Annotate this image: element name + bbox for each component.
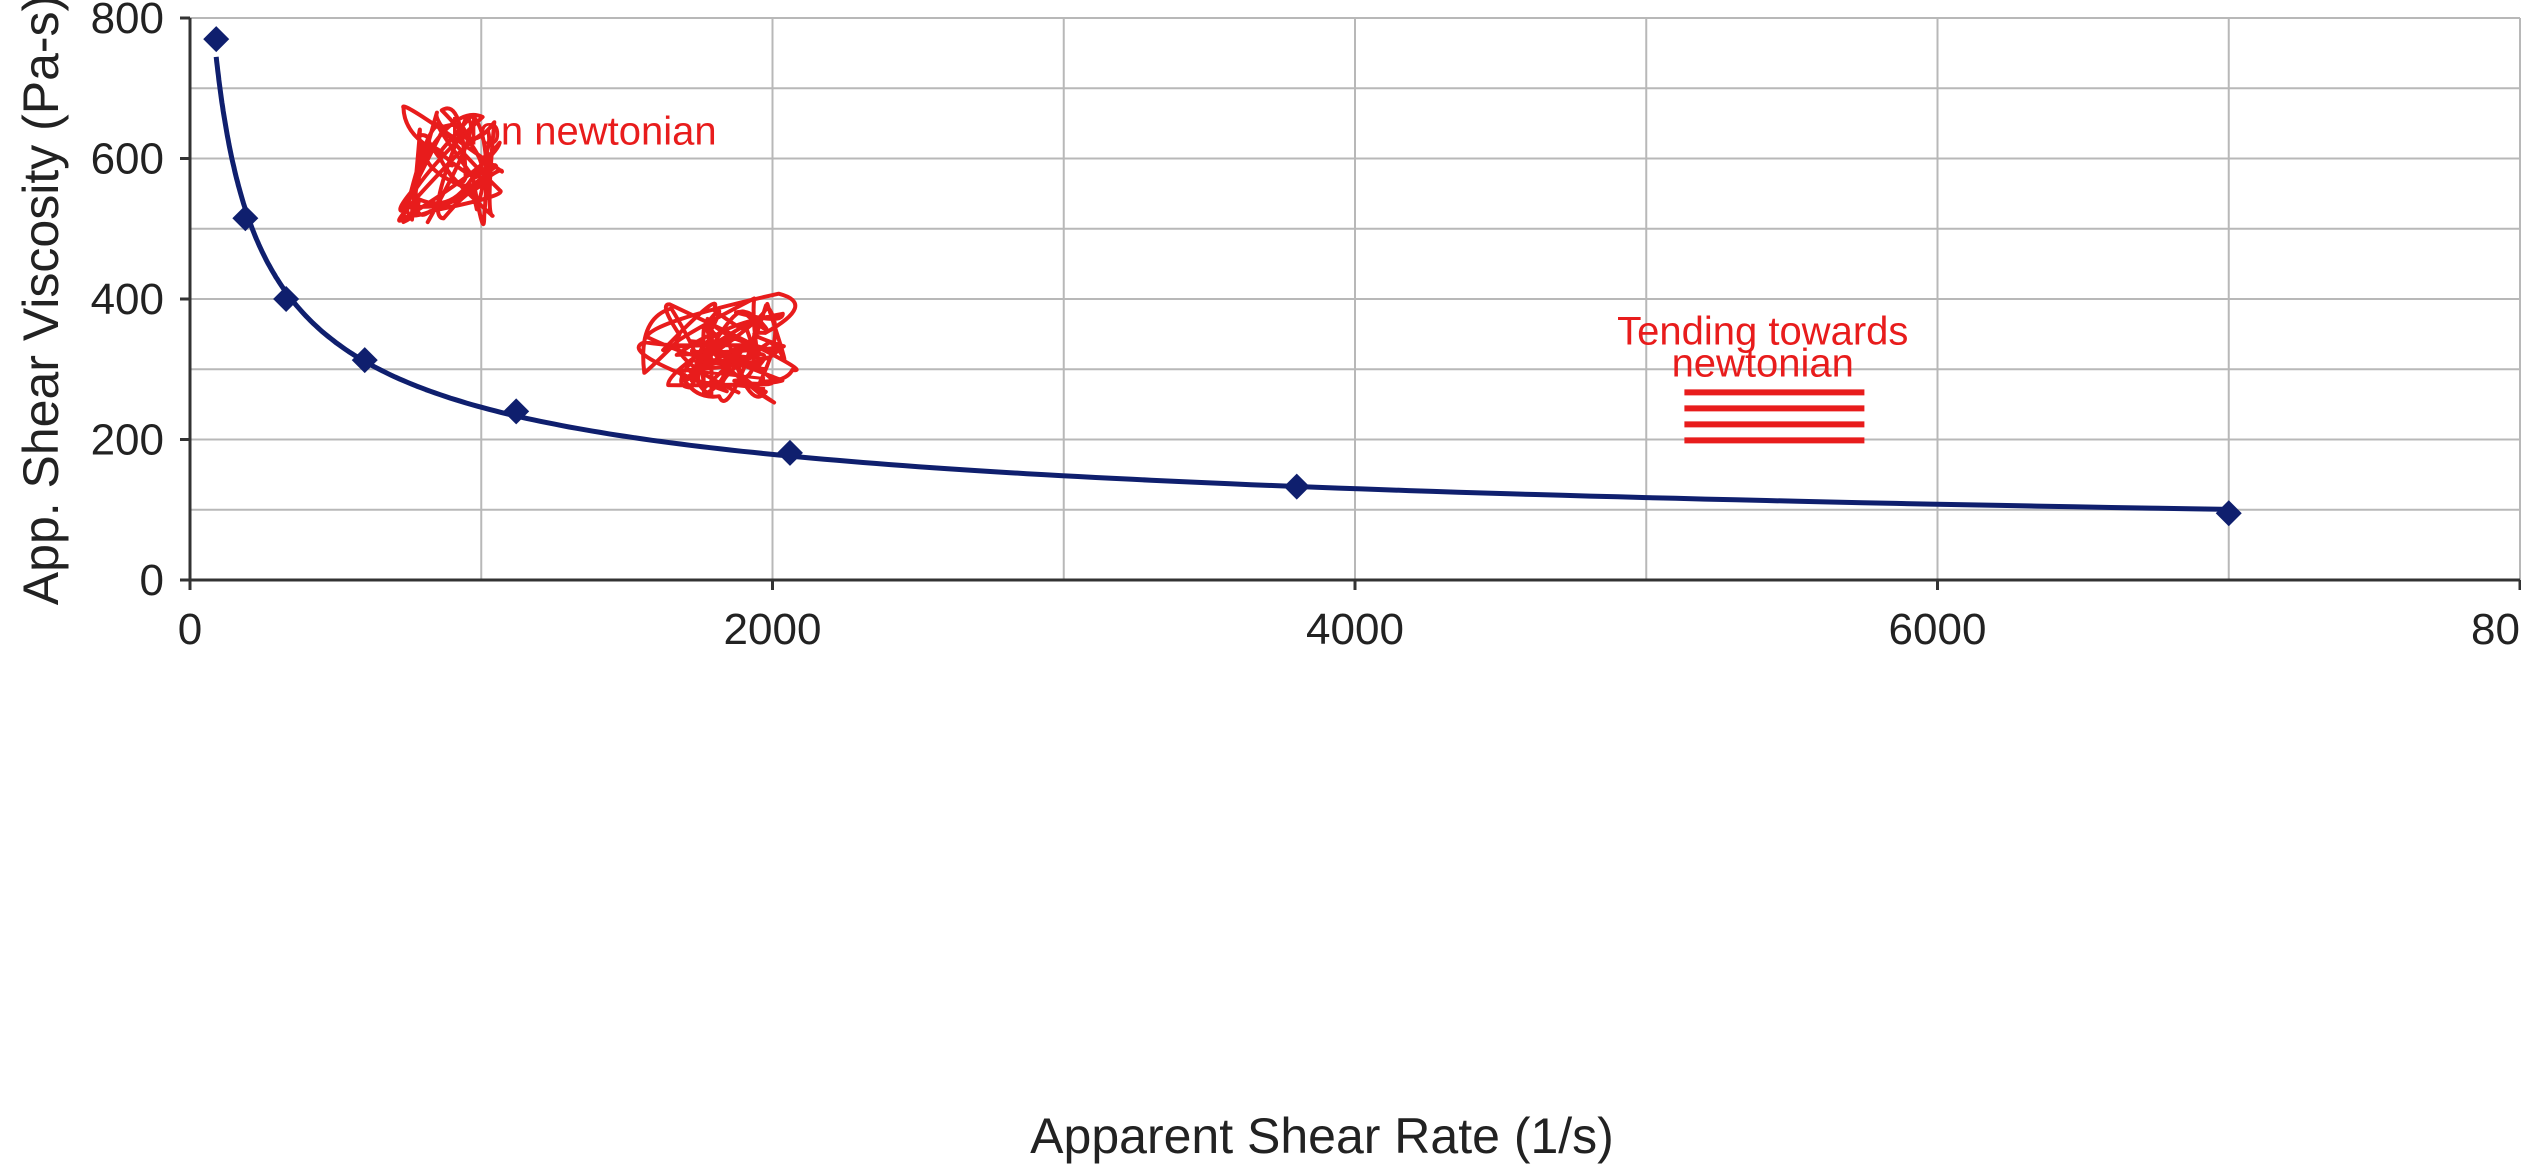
data-point <box>2215 500 2242 527</box>
annotation-label: newtonian <box>1672 341 1854 385</box>
trendline <box>213 56 2229 512</box>
aligned-segment-in-coil <box>689 339 766 391</box>
aligned-chain-line <box>689 349 766 361</box>
y-tick-label: 200 <box>91 416 164 465</box>
grid <box>190 17 2521 580</box>
y-axis-title: App. Shear Viscosity (Pa-s) <box>13 0 69 605</box>
polymer-illustrations <box>397 104 1865 444</box>
annotation-label: Tending towards <box>1617 310 1908 354</box>
tick-labels: 020040060080002000400060008000 <box>91 0 2521 654</box>
partially-aligned-polymer-coil <box>636 291 799 405</box>
data-point <box>1283 473 1310 500</box>
y-tick-label: 0 <box>140 556 164 605</box>
x-tick-label: 4000 <box>1306 605 1404 654</box>
x-axis-title: Apparent Shear Rate (1/s) <box>1030 1108 1614 1164</box>
data-point <box>232 205 259 232</box>
y-tick-label: 400 <box>91 275 164 324</box>
aligned-chain-line <box>689 339 766 351</box>
data-point <box>273 286 300 312</box>
axes <box>180 16 2521 590</box>
aligned-chain-line <box>689 369 766 381</box>
y-tick-label: 600 <box>91 135 164 184</box>
x-tick-label: 6000 <box>1889 605 1987 654</box>
data-point <box>351 347 378 374</box>
x-tick-label: 2000 <box>724 605 822 654</box>
data-point <box>503 398 530 425</box>
aligned-chain-line <box>689 379 766 391</box>
aligned-chain-line <box>689 359 766 371</box>
x-tick-label: 0 <box>178 605 202 654</box>
power-trendline <box>213 56 2229 512</box>
annotation-label: Non newtonian <box>450 109 717 153</box>
data-markers <box>203 26 2242 527</box>
data-point <box>203 26 230 53</box>
y-tick-label: 800 <box>91 0 164 43</box>
tangled-polymer-coil <box>397 104 504 226</box>
data-point <box>776 439 803 466</box>
